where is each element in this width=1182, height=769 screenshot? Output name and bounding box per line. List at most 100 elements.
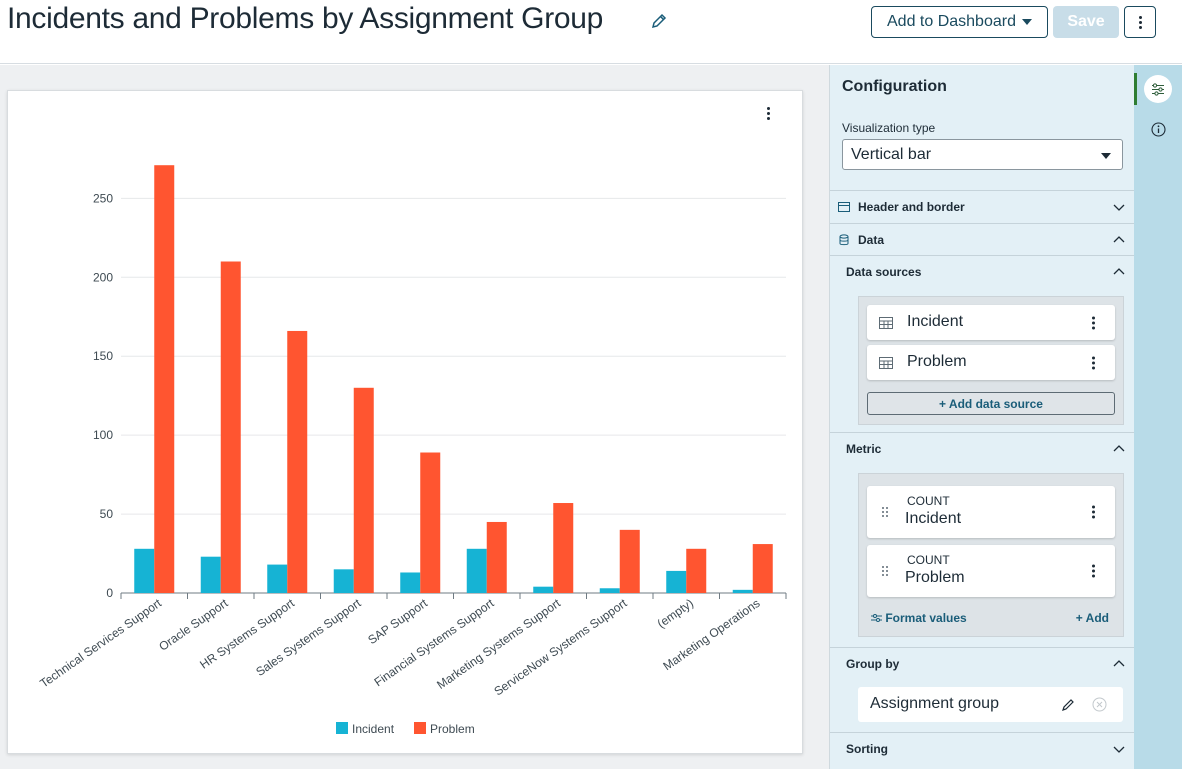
x-tick-label: ServiceNow Systems Support [491, 596, 630, 699]
info-rail-button[interactable] [1144, 115, 1172, 143]
sliders-icon [871, 614, 882, 622]
metric-box: COUNT Incident COUNT Problem Format valu… [858, 473, 1124, 637]
x-tick-label: Financial Systems Support [372, 596, 497, 690]
bar-incident [732, 589, 753, 593]
legend-label: Problem [430, 722, 475, 736]
bar-incident [134, 548, 155, 593]
x-tick-label: Sales Systems Support [253, 596, 364, 679]
data-source-incident[interactable]: Incident [867, 305, 1115, 340]
chevron-up-icon [1113, 236, 1125, 243]
section-metric[interactable]: Metric [830, 432, 1135, 465]
section-data-sources[interactable]: Data sources [830, 255, 1135, 288]
legend-swatch [336, 722, 348, 734]
bar-incident [200, 556, 221, 593]
data-sources-label: Data sources [846, 265, 922, 279]
bar-incident [400, 572, 421, 593]
card-menu-kebab-icon[interactable] [760, 107, 776, 125]
header-border-icon [838, 202, 850, 212]
section-sorting[interactable]: Sorting [830, 732, 1135, 765]
clear-icon[interactable] [1092, 697, 1107, 712]
chart-card: 0 50 100 150 200 250 Technical Services Suppor… [7, 90, 803, 754]
pencil-icon[interactable] [650, 12, 668, 30]
bar-problem [154, 165, 175, 593]
kebab-icon [1138, 15, 1142, 29]
drag-handle-icon[interactable] [881, 565, 889, 577]
group-by-label: Group by [846, 657, 900, 671]
configuration-panel: Configuration Visualization type Vertica… [829, 65, 1135, 769]
database-icon [839, 234, 849, 246]
metric-aggregation: COUNT [907, 494, 950, 508]
add-data-source-button[interactable]: + Add data source [867, 392, 1115, 415]
data-source-name: Problem [907, 353, 967, 370]
y-tick-label: 50 [100, 507, 114, 521]
visualization-type-value: Vertical bar [851, 146, 932, 163]
bar-problem [686, 548, 707, 593]
table-icon [879, 357, 893, 369]
add-to-dashboard-button[interactable]: Add to Dashboard [871, 6, 1048, 38]
metric-aggregation: COUNT [907, 553, 950, 567]
x-tick-label: SAP Support [365, 596, 430, 648]
y-tick-label: 100 [93, 428, 113, 442]
info-icon [1150, 121, 1166, 137]
metric-problem[interactable]: COUNT Problem [867, 545, 1115, 597]
bar-incident [267, 564, 288, 593]
chevron-up-icon [1113, 268, 1125, 275]
bar-incident [333, 569, 354, 593]
bar-incident [466, 548, 487, 593]
bar-problem [619, 529, 640, 593]
bar-problem [553, 503, 574, 593]
chevron-up-icon [1113, 445, 1125, 452]
section-group-by[interactable]: Group by [830, 647, 1135, 680]
kebab-icon[interactable] [1092, 505, 1095, 519]
bar-incident [599, 588, 620, 593]
group-by-field[interactable]: Assignment group [858, 687, 1123, 722]
x-tick-label: Marketing Systems Support [434, 596, 563, 692]
section-header-and-border[interactable]: Header and border [830, 190, 1135, 223]
bar-problem [220, 261, 241, 593]
configuration-title: Configuration [842, 78, 947, 95]
bar-incident [666, 570, 687, 593]
bar-incident [533, 586, 554, 593]
y-tick-label: 200 [93, 270, 113, 284]
visualization-type-select[interactable]: Vertical bar [842, 139, 1123, 170]
data-label: Data [858, 233, 885, 247]
save-button[interactable]: Save [1053, 6, 1119, 38]
metric-name: Incident [905, 510, 962, 527]
x-tick-label: Technical Services Support [37, 596, 164, 691]
add-metric-button[interactable]: + Add [1075, 611, 1109, 625]
legend-swatch [414, 722, 426, 734]
bar-problem [287, 330, 308, 593]
format-values-button[interactable]: Format values [871, 611, 967, 625]
kebab-icon[interactable] [1092, 316, 1095, 329]
kebab-icon[interactable] [1092, 356, 1095, 369]
x-tick-label: (empty) [655, 596, 696, 631]
pencil-icon[interactable] [1061, 698, 1075, 712]
bar-problem [752, 544, 773, 593]
group-by-value: Assignment group [870, 695, 999, 712]
add-to-dashboard-label: Add to Dashboard [887, 13, 1016, 30]
page-title: Incidents and Problems by Assignment Gro… [7, 2, 604, 35]
bar-problem [353, 387, 374, 593]
right-rail [1134, 65, 1182, 769]
legend-label: Incident [352, 722, 395, 736]
table-icon [879, 317, 893, 329]
drag-handle-icon[interactable] [881, 506, 889, 518]
kebab-icon[interactable] [1092, 564, 1095, 578]
visualization-type-label: Visualization type [842, 121, 936, 135]
section-data[interactable]: Data [830, 223, 1135, 256]
configuration-rail-button[interactable] [1144, 75, 1172, 103]
metric-incident[interactable]: COUNT Incident [867, 486, 1115, 538]
chevron-down-icon [1113, 204, 1125, 211]
y-tick-label: 0 [106, 586, 113, 600]
sliders-icon [1152, 82, 1164, 96]
more-options-button[interactable] [1124, 6, 1156, 38]
active-indicator [1134, 73, 1137, 105]
page-header: Incidents and Problems by Assignment Gro… [0, 0, 1182, 64]
bar-problem [420, 452, 441, 593]
metric-label: Metric [846, 442, 882, 456]
sorting-label: Sorting [846, 742, 888, 756]
data-source-problem[interactable]: Problem [867, 345, 1115, 380]
bar-problem [486, 521, 507, 593]
y-tick-label: 150 [93, 349, 113, 363]
data-sources-box: Incident Problem + Add data source [858, 296, 1124, 425]
